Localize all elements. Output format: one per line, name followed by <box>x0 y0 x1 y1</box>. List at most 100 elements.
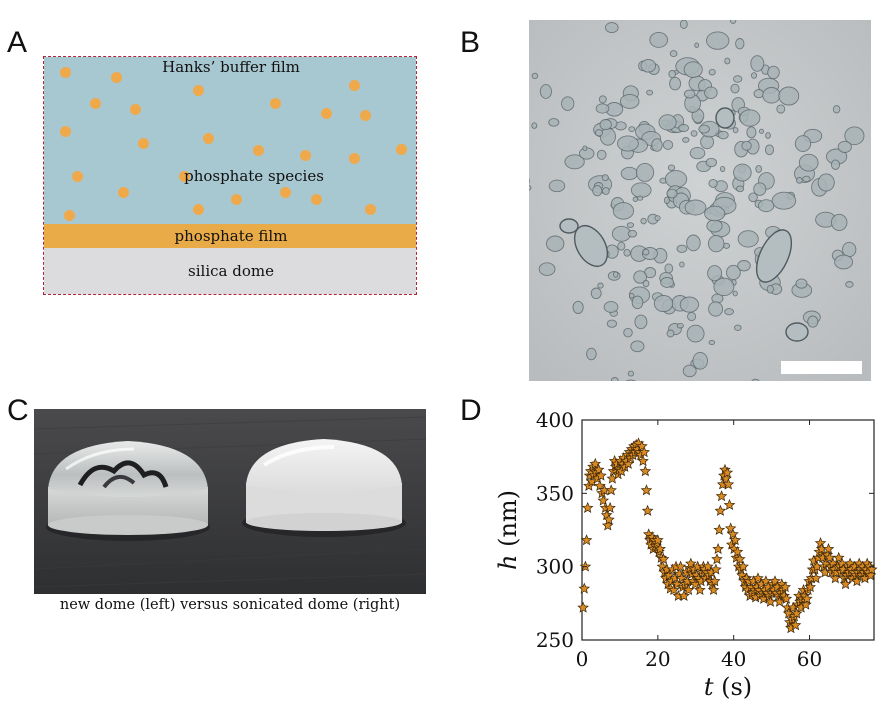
crystal <box>668 69 676 79</box>
crystal <box>679 20 688 29</box>
data-point <box>667 583 680 596</box>
crystal <box>785 322 809 342</box>
phosphate-particle <box>253 145 264 156</box>
crystal <box>663 196 670 204</box>
crystal <box>682 137 690 143</box>
data-point <box>641 504 654 516</box>
crystal <box>776 104 786 114</box>
phosphate-particle <box>90 98 101 109</box>
crystal <box>631 295 644 310</box>
crystal <box>617 241 626 251</box>
panel-d-chart: 0 20 40 60 250 300 350 400 t (s) h (nm) <box>494 408 878 701</box>
crystal <box>630 182 652 198</box>
data-point <box>674 560 687 572</box>
crystal <box>719 165 726 173</box>
data-point <box>589 457 602 469</box>
data-point <box>789 619 802 631</box>
crystal <box>602 187 610 195</box>
crystal <box>730 83 740 94</box>
phosphate-particle <box>118 187 129 198</box>
y-tick-label: 300 <box>536 555 574 579</box>
crystal <box>739 109 761 127</box>
x-tick-label: 60 <box>797 647 822 671</box>
crystal <box>666 329 675 338</box>
crystal <box>601 174 609 182</box>
data-point <box>595 469 607 481</box>
crystal <box>572 300 584 314</box>
crystal <box>633 270 647 284</box>
crystal <box>628 292 635 299</box>
crystal <box>832 105 841 114</box>
crystal <box>717 130 729 140</box>
crystal <box>736 185 745 193</box>
phosphate-particle <box>130 104 141 115</box>
crystal <box>713 277 735 297</box>
new-dome <box>46 441 210 541</box>
label-phosphate-film: phosphate film <box>174 227 288 245</box>
crystal <box>626 222 635 228</box>
data-point <box>851 575 863 587</box>
data-point <box>712 542 724 555</box>
phosphate-particle <box>60 126 71 137</box>
panel-c-caption: new dome (left) versus sonicated dome (r… <box>59 597 401 613</box>
crystal <box>698 124 710 134</box>
crystal <box>708 301 724 317</box>
crystal <box>715 107 735 129</box>
crystal <box>845 281 854 288</box>
crystal <box>531 122 538 129</box>
crystal <box>669 50 678 58</box>
crystal <box>762 87 781 104</box>
crystal <box>724 57 731 65</box>
micrograph-image <box>529 20 871 381</box>
crystal <box>573 225 609 267</box>
crystal <box>778 86 800 106</box>
crystal <box>606 319 618 328</box>
data-point <box>773 595 786 607</box>
phosphate-particle <box>321 108 332 119</box>
crystal <box>598 95 607 104</box>
crystal <box>599 119 612 131</box>
data-point <box>752 572 764 584</box>
data-point <box>790 607 803 619</box>
data-point <box>737 560 749 572</box>
data-point <box>654 543 666 555</box>
data-point <box>637 454 649 467</box>
crystal <box>737 260 751 272</box>
crystal <box>694 42 700 48</box>
crystal <box>610 377 619 381</box>
crystal <box>628 126 636 132</box>
crystal <box>767 65 780 80</box>
crystal <box>596 149 607 160</box>
crystal <box>642 248 650 256</box>
crystal <box>704 205 726 222</box>
crystal <box>750 72 758 79</box>
crystal <box>794 135 812 152</box>
crystal <box>750 55 765 72</box>
crystal <box>531 72 539 80</box>
crystal <box>635 162 655 182</box>
crystal <box>733 75 743 83</box>
crystal <box>771 191 797 210</box>
crystal <box>676 244 688 253</box>
crystal <box>658 114 677 131</box>
data-point <box>678 589 690 601</box>
data-point <box>710 563 722 575</box>
crystal <box>564 154 585 170</box>
crystal <box>636 195 644 201</box>
crystal <box>646 89 654 96</box>
data-point <box>780 592 793 604</box>
crystal <box>798 153 819 172</box>
data-point <box>594 479 606 491</box>
crystal <box>765 132 771 139</box>
crystal <box>726 264 741 281</box>
crystal <box>741 140 752 151</box>
crystal <box>834 254 854 270</box>
x-tick-label: 20 <box>645 647 670 671</box>
crystal <box>830 159 841 170</box>
crystal <box>604 22 619 34</box>
phosphate-particle <box>138 138 149 149</box>
crystal <box>729 20 737 24</box>
crystal <box>766 284 774 294</box>
data-point <box>640 484 653 496</box>
data-point <box>578 582 591 594</box>
